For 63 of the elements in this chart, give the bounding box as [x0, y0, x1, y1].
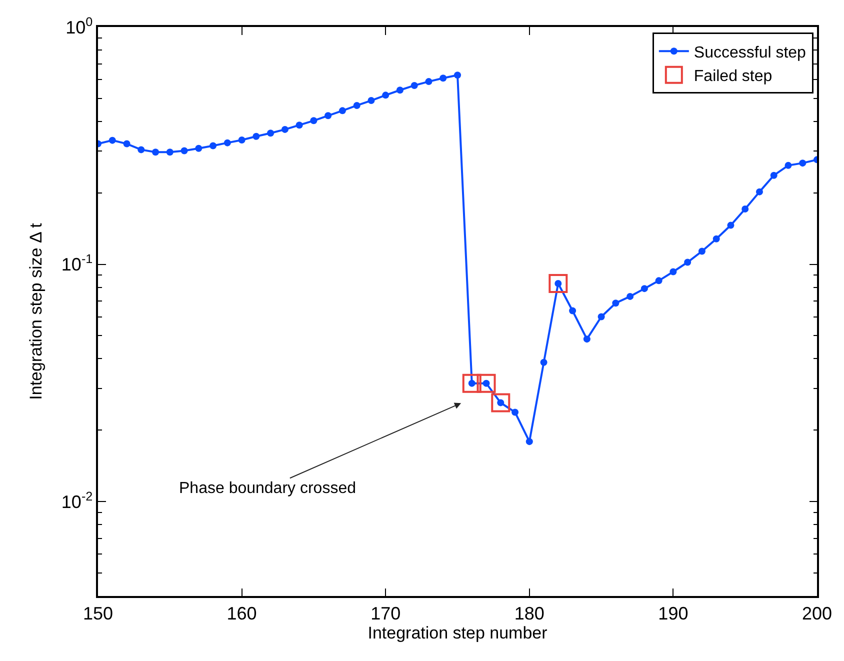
point: [224, 139, 231, 146]
point: [296, 122, 303, 129]
point: [440, 74, 447, 82]
point: [324, 112, 332, 120]
legend-label: Successful step: [694, 44, 806, 62]
legend-label: Failed step: [694, 68, 772, 86]
point: [152, 148, 160, 156]
y-tick-label: 10$^{-2}$: [61, 489, 93, 512]
point: [655, 277, 662, 284]
point: [526, 438, 533, 446]
point: [476, 374, 496, 393]
y-tick-label: 10$^{-1}$: [61, 252, 93, 275]
point: [123, 140, 130, 148]
y-tick-label: 10$^{0}$: [66, 14, 93, 38]
x-tick-label: 160: [226, 603, 257, 624]
point: [238, 136, 246, 144]
point: [491, 393, 510, 412]
point: [684, 258, 692, 266]
point: [382, 92, 390, 99]
point: [338, 107, 346, 114]
point: [640, 285, 648, 292]
point: [454, 72, 461, 79]
point: [108, 136, 116, 144]
point: [540, 358, 548, 366]
point: [180, 147, 188, 154]
point: [252, 132, 260, 140]
x-tick-label: 190: [658, 603, 688, 624]
point: [626, 292, 634, 300]
point: [712, 235, 720, 242]
point: [210, 142, 217, 150]
point: [756, 188, 763, 196]
point: [784, 162, 792, 169]
point: [612, 300, 620, 307]
point: [770, 172, 778, 179]
point: [670, 268, 677, 276]
point: [281, 126, 288, 133]
annotation: Phase boundary crossed: [179, 480, 356, 497]
point: [396, 86, 404, 94]
point: [138, 146, 145, 154]
x-tick-label: 150: [82, 603, 114, 624]
point: [548, 274, 568, 293]
point: [425, 78, 432, 86]
point: [799, 160, 806, 167]
point: [410, 82, 418, 89]
x-tick-label: 170: [370, 603, 401, 624]
point: [353, 102, 360, 109]
point: [462, 374, 482, 393]
point: [310, 117, 318, 124]
point: [166, 148, 174, 156]
point: [368, 97, 375, 104]
y-axis-title: Integration step size Δ t: [26, 222, 46, 400]
point: [569, 307, 576, 314]
point: [742, 206, 749, 212]
point: [698, 248, 706, 255]
point: [195, 144, 202, 152]
point: [512, 408, 519, 416]
point: [583, 336, 590, 343]
point: [267, 130, 274, 137]
x-axis-title: Integration step number: [368, 623, 548, 642]
point: [727, 222, 734, 229]
point: [598, 313, 605, 320]
x-tick-label: 200: [802, 603, 832, 624]
x-tick-label: 180: [514, 603, 544, 624]
